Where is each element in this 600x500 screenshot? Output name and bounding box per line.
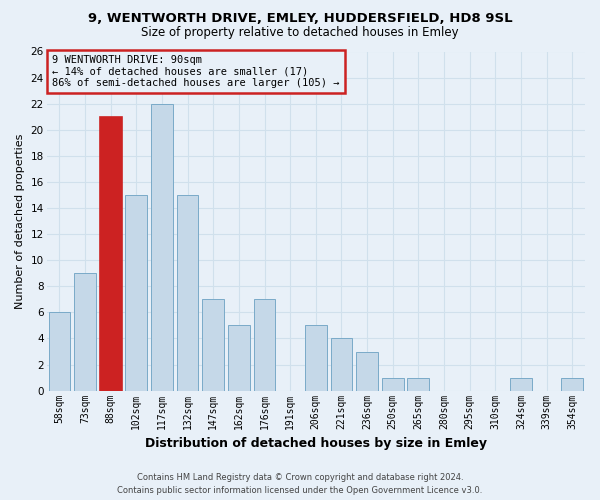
X-axis label: Distribution of detached houses by size in Emley: Distribution of detached houses by size … xyxy=(145,437,487,450)
Bar xyxy=(331,338,352,390)
Bar xyxy=(125,195,147,390)
Bar xyxy=(177,195,199,390)
Bar xyxy=(382,378,404,390)
Bar xyxy=(100,116,122,390)
Bar xyxy=(49,312,70,390)
Bar xyxy=(74,273,96,390)
Bar xyxy=(407,378,429,390)
Text: 9 WENTWORTH DRIVE: 90sqm
← 14% of detached houses are smaller (17)
86% of semi-d: 9 WENTWORTH DRIVE: 90sqm ← 14% of detach… xyxy=(52,55,340,88)
Y-axis label: Number of detached properties: Number of detached properties xyxy=(15,134,25,309)
Text: Size of property relative to detached houses in Emley: Size of property relative to detached ho… xyxy=(141,26,459,39)
Bar xyxy=(202,300,224,390)
Bar xyxy=(305,326,326,390)
Bar xyxy=(561,378,583,390)
Bar xyxy=(228,326,250,390)
Bar xyxy=(254,300,275,390)
Bar xyxy=(510,378,532,390)
Bar xyxy=(151,104,173,391)
Text: Contains HM Land Registry data © Crown copyright and database right 2024.
Contai: Contains HM Land Registry data © Crown c… xyxy=(118,473,482,495)
Text: 9, WENTWORTH DRIVE, EMLEY, HUDDERSFIELD, HD8 9SL: 9, WENTWORTH DRIVE, EMLEY, HUDDERSFIELD,… xyxy=(88,12,512,26)
Bar xyxy=(356,352,378,391)
